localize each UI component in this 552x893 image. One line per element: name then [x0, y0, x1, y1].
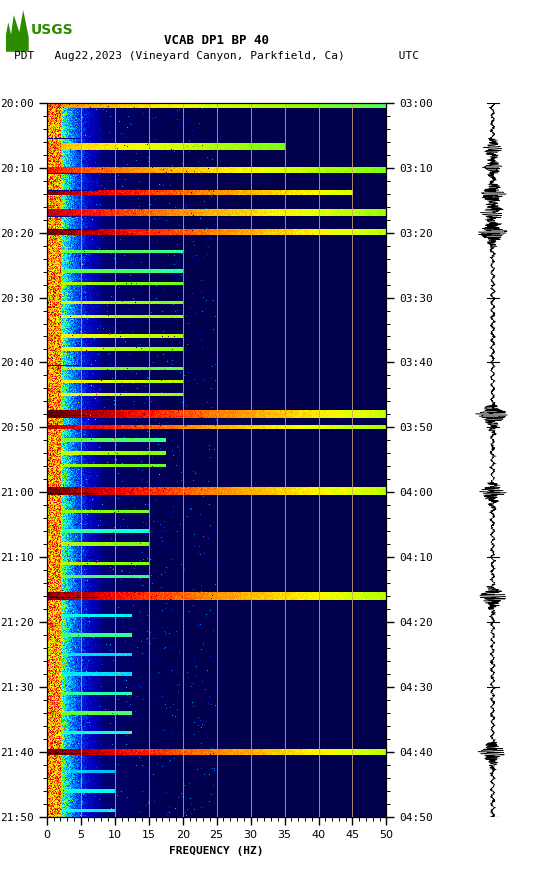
Polygon shape: [6, 10, 29, 52]
Text: VCAB DP1 BP 40: VCAB DP1 BP 40: [164, 34, 269, 46]
X-axis label: FREQUENCY (HZ): FREQUENCY (HZ): [169, 846, 264, 855]
Text: USGS: USGS: [30, 22, 73, 37]
Text: PDT   Aug22,2023 (Vineyard Canyon, Parkfield, Ca)        UTC: PDT Aug22,2023 (Vineyard Canyon, Parkfie…: [14, 51, 419, 62]
